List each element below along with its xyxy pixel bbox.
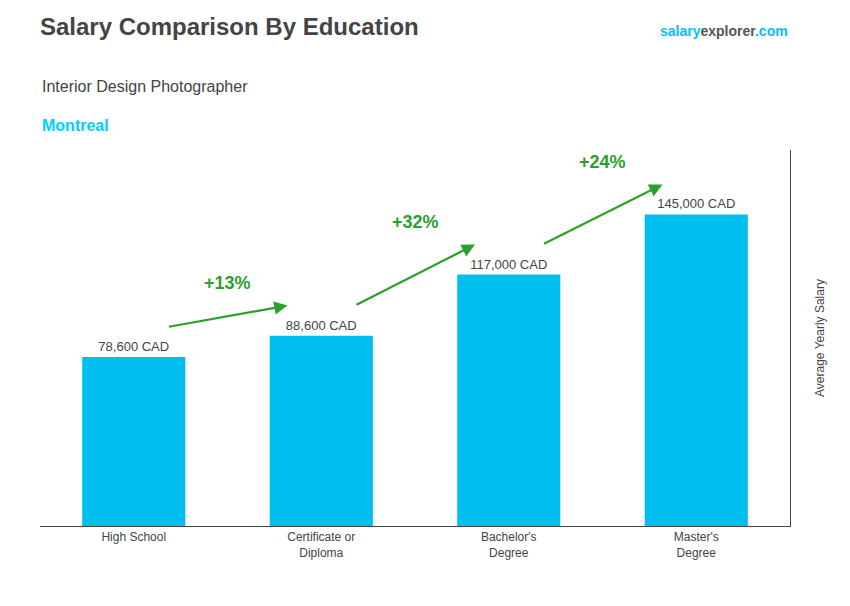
svg-text:Interior Design Photographer: Interior Design Photographer	[42, 78, 248, 95]
svg-text:78,600 CAD: 78,600 CAD	[98, 339, 169, 354]
svg-text:Bachelor'sDegree: Bachelor'sDegree	[481, 530, 537, 560]
svg-text:+24%: +24%	[579, 152, 626, 172]
svg-text:117,000 CAD: 117,000 CAD	[470, 257, 547, 272]
svg-text:+32%: +32%	[392, 212, 439, 232]
svg-text:Certificate orDiploma: Certificate orDiploma	[287, 530, 355, 560]
svg-text:Average Yearly Salary: Average Yearly Salary	[813, 279, 827, 397]
svg-text:Montreal: Montreal	[42, 117, 109, 134]
svg-text:High School: High School	[101, 530, 166, 544]
svg-text:Master'sDegree: Master'sDegree	[674, 530, 719, 560]
svg-text:salaryexplorer.com: salaryexplorer.com	[660, 23, 788, 39]
svg-text:145,000 CAD: 145,000 CAD	[657, 196, 735, 211]
svg-text:+13%: +13%	[204, 273, 251, 293]
svg-text:88,600 CAD: 88,600 CAD	[286, 318, 357, 333]
svg-text:Salary Comparison By Education: Salary Comparison By Education	[40, 13, 419, 40]
